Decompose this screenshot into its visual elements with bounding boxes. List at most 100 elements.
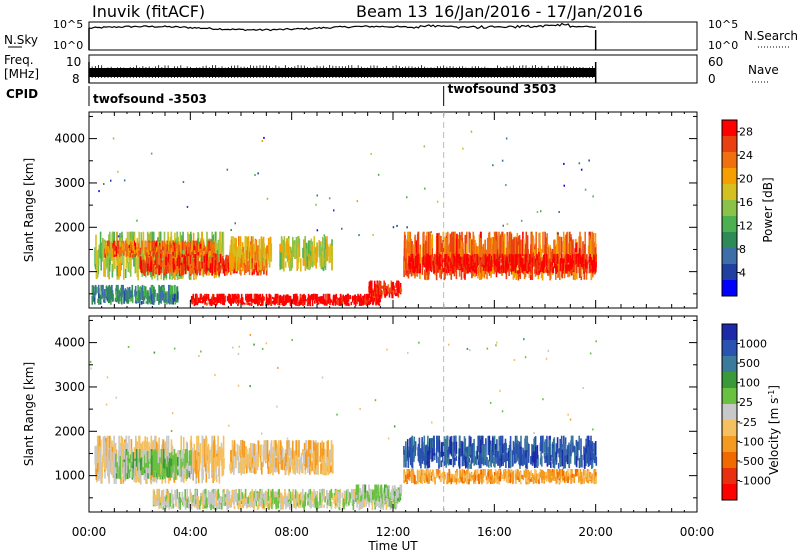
scatter-cell xyxy=(140,260,143,268)
scatter-cell xyxy=(177,469,179,476)
scatter-cell xyxy=(178,250,181,257)
scatter-cell xyxy=(223,299,225,306)
scatter-cell xyxy=(471,254,474,267)
scatter-cell xyxy=(253,498,256,506)
scatter-cell xyxy=(279,497,281,505)
sparse-point xyxy=(392,226,395,229)
scatter-cell xyxy=(168,284,170,295)
scatter-cell xyxy=(222,294,224,300)
scatter-cell xyxy=(243,500,245,507)
scatter-cell xyxy=(112,243,115,271)
scatter-cell xyxy=(115,473,118,479)
scatter-cell xyxy=(533,255,535,267)
sparse-point xyxy=(396,224,398,227)
scatter-cell xyxy=(172,293,174,298)
scatter-cell xyxy=(258,297,261,305)
scatter-cell xyxy=(327,440,329,460)
scatter-cell xyxy=(135,295,138,301)
scatter-cell xyxy=(144,247,147,255)
scatter-cell xyxy=(298,302,300,307)
scatter-cell xyxy=(204,500,207,509)
scatter-cell xyxy=(191,240,193,250)
scatter-cell xyxy=(156,257,159,266)
scatter-cell xyxy=(167,253,170,263)
scatter-cell xyxy=(277,499,279,509)
scatter-cell xyxy=(229,252,231,271)
scatter-cell xyxy=(568,254,570,266)
scatter-cell xyxy=(270,442,272,463)
scatter-cell xyxy=(250,293,253,300)
scatter-cell xyxy=(256,263,258,267)
scatter-cell xyxy=(304,493,306,507)
scatter-cell xyxy=(166,244,168,251)
scatter-cell xyxy=(148,247,151,252)
scatter-cell xyxy=(247,302,250,305)
scatter-cell xyxy=(310,440,312,457)
scatter-cell xyxy=(102,436,105,456)
scatter-cell xyxy=(444,236,446,266)
scatter-cell xyxy=(299,293,302,300)
scatter-cell xyxy=(243,440,246,458)
scatter-cell xyxy=(302,295,305,303)
scatter-cell xyxy=(371,288,374,292)
scatter-cell xyxy=(248,447,251,463)
scatter-cell xyxy=(269,294,272,301)
scatter-cell xyxy=(177,456,179,466)
scatter-cell xyxy=(131,284,134,294)
scatter-cell xyxy=(154,260,156,266)
scatter-cell xyxy=(324,301,327,306)
scatter-cell xyxy=(199,500,201,507)
scatter-cell xyxy=(347,293,349,299)
scatter-cell xyxy=(238,259,240,271)
scatter-cell xyxy=(336,300,338,305)
scatter-cell xyxy=(592,264,594,274)
scatter-cell xyxy=(118,296,120,304)
scatter-cell xyxy=(329,298,331,306)
scatter-cell xyxy=(176,248,179,258)
scatter-cell xyxy=(254,243,256,257)
scatter-cell xyxy=(330,449,332,462)
scatter-cell xyxy=(108,284,111,296)
scatter-cell xyxy=(147,257,150,271)
scatter-cell xyxy=(106,253,108,268)
scatter-cell xyxy=(100,284,102,296)
sparse-point xyxy=(333,209,335,212)
scatter-cell xyxy=(138,245,140,256)
scatter-cell xyxy=(381,285,383,289)
scatter-cell xyxy=(312,250,315,262)
scatter-cell xyxy=(97,284,100,294)
nsky-trace xyxy=(88,22,597,50)
scatter-cell xyxy=(142,263,144,270)
scatter-cell xyxy=(500,258,503,263)
scatter-cell xyxy=(385,285,387,294)
scatter-cell xyxy=(461,256,464,268)
scatter-cell xyxy=(455,253,458,263)
scatter-cell xyxy=(159,474,161,480)
scatter-cell xyxy=(378,298,380,304)
scatter-cell xyxy=(309,295,311,303)
scatter-cell xyxy=(184,256,187,264)
scatter-cell xyxy=(280,297,283,301)
scatter-cell xyxy=(525,242,527,258)
scatter-cell xyxy=(197,251,200,256)
sparse-point xyxy=(226,168,229,171)
scatter-cell xyxy=(368,281,371,289)
scatter-cell xyxy=(528,268,531,278)
scatter-cell xyxy=(182,499,184,503)
scatter-cell xyxy=(162,246,165,251)
scatter-cell xyxy=(178,256,181,269)
scatter-cell xyxy=(141,240,143,251)
scatter-cell xyxy=(318,296,320,302)
scatter-cell xyxy=(316,294,318,299)
scatter-cell xyxy=(176,457,178,474)
scatter-cell xyxy=(166,467,168,476)
scatter-cell xyxy=(266,440,269,459)
scatter-cell xyxy=(268,298,270,304)
scatter-cell xyxy=(98,298,100,304)
scatter-cell xyxy=(479,260,482,273)
scatter-cell xyxy=(305,299,307,302)
scatter-cell xyxy=(166,265,168,273)
scatter-cell xyxy=(174,294,176,302)
scatter-cell xyxy=(156,460,158,469)
scatter-cell xyxy=(119,250,121,277)
